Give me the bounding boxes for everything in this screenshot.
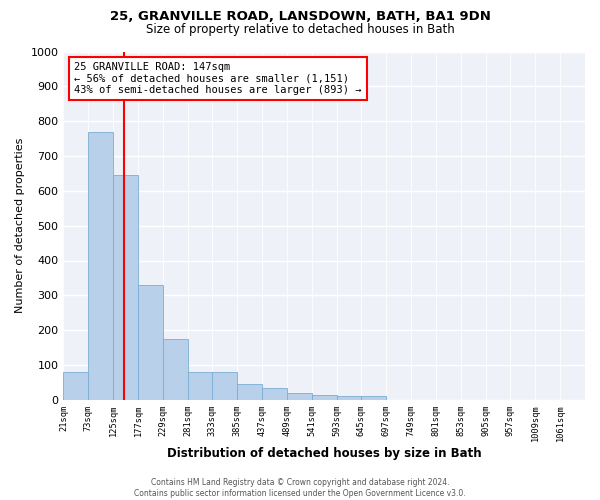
- Bar: [64, 372, 88, 400]
- Text: 25 GRANVILLE ROAD: 147sqm
← 56% of detached houses are smaller (1,151)
43% of se: 25 GRANVILLE ROAD: 147sqm ← 56% of detac…: [74, 62, 361, 95]
- Bar: [361, 396, 386, 400]
- Bar: [88, 132, 113, 400]
- Bar: [237, 384, 262, 400]
- Bar: [262, 388, 287, 400]
- Bar: [188, 372, 212, 400]
- Text: Size of property relative to detached houses in Bath: Size of property relative to detached ho…: [146, 22, 454, 36]
- Text: 25, GRANVILLE ROAD, LANSDOWN, BATH, BA1 9DN: 25, GRANVILLE ROAD, LANSDOWN, BATH, BA1 …: [110, 10, 490, 23]
- Bar: [138, 285, 163, 400]
- X-axis label: Distribution of detached houses by size in Bath: Distribution of detached houses by size …: [167, 447, 482, 460]
- Bar: [287, 393, 312, 400]
- Bar: [212, 372, 237, 400]
- Bar: [113, 175, 138, 400]
- Bar: [163, 339, 188, 400]
- Bar: [312, 394, 337, 400]
- Bar: [337, 396, 361, 400]
- Text: Contains HM Land Registry data © Crown copyright and database right 2024.
Contai: Contains HM Land Registry data © Crown c…: [134, 478, 466, 498]
- Y-axis label: Number of detached properties: Number of detached properties: [15, 138, 25, 314]
